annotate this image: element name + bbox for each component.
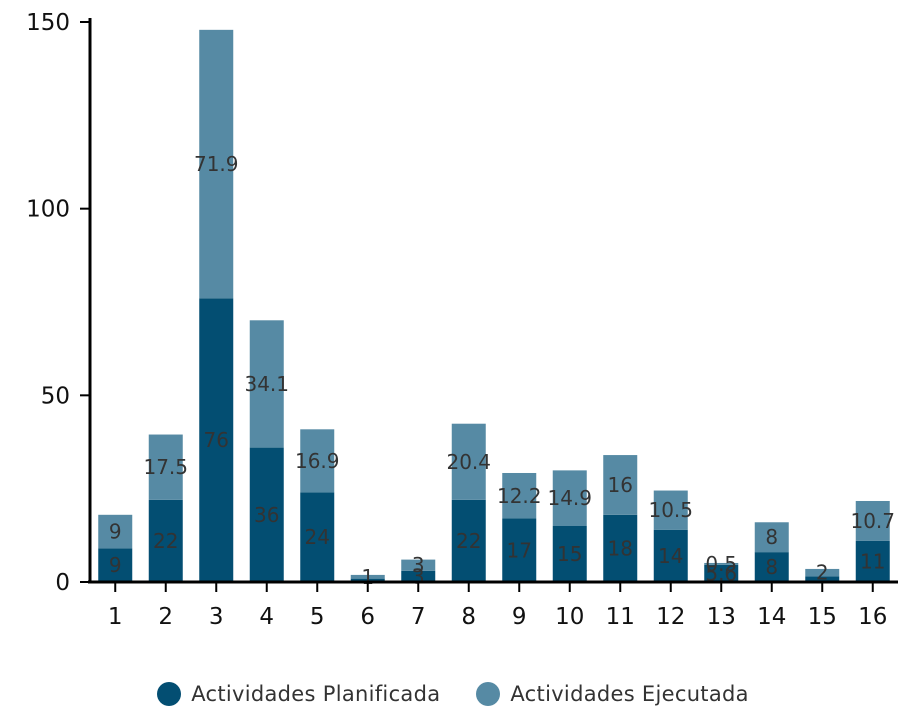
bar-ejecutada-13 (704, 562, 739, 565)
legend-label-ejecutada: Actividades Ejecutada (510, 682, 749, 706)
x-tick-label-13: 13 (707, 604, 736, 630)
data-label-ejecutada-14: 8 (765, 525, 778, 549)
x-tick-label-2: 2 (158, 604, 173, 630)
x-tick-label-4: 4 (259, 604, 274, 630)
data-label-ejecutada-13: 0.5 (705, 552, 737, 576)
x-tick-label-6: 6 (360, 604, 375, 630)
bar-ejecutada-14 (754, 522, 789, 553)
data-label-planificada-12: 14 (658, 544, 683, 568)
bar-ejecutada-7 (401, 559, 436, 571)
x-tick-label-5: 5 (310, 604, 325, 630)
bar-ejecutada-2 (148, 434, 183, 500)
data-label-planificada-11: 18 (608, 536, 633, 560)
data-label-ejecutada-10: 14.9 (547, 486, 592, 510)
data-label-planificada-3: 76 (204, 428, 229, 452)
legend: Actividades Planificada Actividades Ejec… (0, 682, 906, 706)
x-tick-label-15: 15 (808, 604, 837, 630)
bar-ejecutada-11 (603, 455, 638, 515)
bar-ejecutada-12 (653, 490, 688, 530)
y-tick-label-100: 100 (26, 197, 70, 223)
bar-ejecutada-3 (199, 29, 234, 299)
data-label-planificada-2: 22 (153, 529, 178, 553)
y-tick-label-150: 150 (26, 10, 70, 36)
bar-ejecutada-15 (805, 568, 840, 577)
data-label-planificada-9: 17 (507, 538, 532, 562)
data-label-planificada-4: 36 (254, 503, 279, 527)
bar-planificada-1 (98, 548, 133, 582)
data-label-ejecutada-11: 16 (608, 473, 633, 497)
bar-ejecutada-4 (249, 320, 284, 448)
data-label-ejecutada-16: 10.7 (850, 509, 895, 533)
bar-ejecutada-16 (855, 500, 890, 541)
bar-planificada-15 (805, 576, 840, 582)
bar-planificada-2 (148, 499, 183, 582)
data-label-ejecutada-3: 71.9 (194, 152, 239, 176)
bar-ejecutada-10 (552, 470, 587, 526)
bar-planificada-5 (300, 492, 335, 582)
data-label-planificada-10: 15 (557, 542, 582, 566)
x-tick-label-8: 8 (461, 604, 476, 630)
data-label-ejecutada-5: 16.9 (295, 449, 340, 473)
x-tick-label-7: 7 (411, 604, 426, 630)
data-label-planificada-16: 11 (860, 549, 885, 573)
data-label-ejecutada-7: 3 (412, 553, 425, 577)
legend-swatch-ejecutada (476, 682, 501, 706)
data-label-planificada-14: 8 (765, 555, 778, 579)
bar-planificada-14 (754, 552, 789, 582)
bar-planificada-11 (603, 514, 638, 582)
data-label-planificada-5: 24 (305, 525, 330, 549)
bar-planificada-4 (249, 447, 284, 582)
data-label-ejecutada-1: 9 (109, 520, 122, 544)
data-label-ejecutada-4: 34.1 (244, 372, 289, 396)
bar-planificada-10 (552, 526, 587, 582)
bar-planificada-8 (451, 499, 486, 582)
bar-ejecutada-6 (350, 574, 385, 579)
data-label-planificada-8: 22 (456, 529, 481, 553)
legend-label-planificada: Actividades Planificada (191, 682, 441, 706)
x-tick-label-12: 12 (656, 604, 685, 630)
data-label-ejecutada-15: 2 (816, 561, 829, 585)
legend-swatch-planificada (157, 682, 182, 706)
bar-ejecutada-9 (502, 472, 537, 519)
bars-layer (98, 29, 890, 582)
bar-planificada-3 (199, 298, 234, 582)
data-label-planificada-1: 9 (109, 553, 122, 577)
legend-item-ejecutada[interactable]: Actividades Ejecutada (476, 682, 749, 706)
x-tick-label-10: 10 (555, 604, 584, 630)
x-tick-label-3: 3 (209, 604, 224, 630)
x-tick-label-11: 11 (606, 604, 635, 630)
bar-planificada-6 (350, 578, 385, 582)
y-tick-label-0: 0 (55, 570, 70, 596)
data-label-ejecutada-2: 17.5 (143, 455, 188, 479)
x-tick-label-1: 1 (108, 604, 123, 630)
x-tick-label-9: 9 (512, 604, 527, 630)
bar-planificada-9 (502, 518, 537, 582)
legend-item-planificada[interactable]: Actividades Planificada (157, 682, 440, 706)
bar-ejecutada-1 (98, 514, 133, 549)
bar-planificada-7 (401, 570, 436, 582)
bar-planificada-12 (653, 529, 688, 582)
data-label-ejecutada-8: 20.4 (446, 450, 491, 474)
x-tick-label-16: 16 (858, 604, 887, 630)
bar-ejecutada-5 (300, 429, 335, 493)
bar-planificada-13 (704, 564, 739, 582)
y-tick-label-50: 50 (41, 383, 70, 409)
data-label-ejecutada-12: 10.5 (648, 498, 693, 522)
x-tick-label-14: 14 (757, 604, 786, 630)
bar-planificada-16 (855, 540, 890, 582)
data-label-ejecutada-9: 12.2 (497, 484, 542, 508)
bar-ejecutada-8 (451, 423, 486, 500)
